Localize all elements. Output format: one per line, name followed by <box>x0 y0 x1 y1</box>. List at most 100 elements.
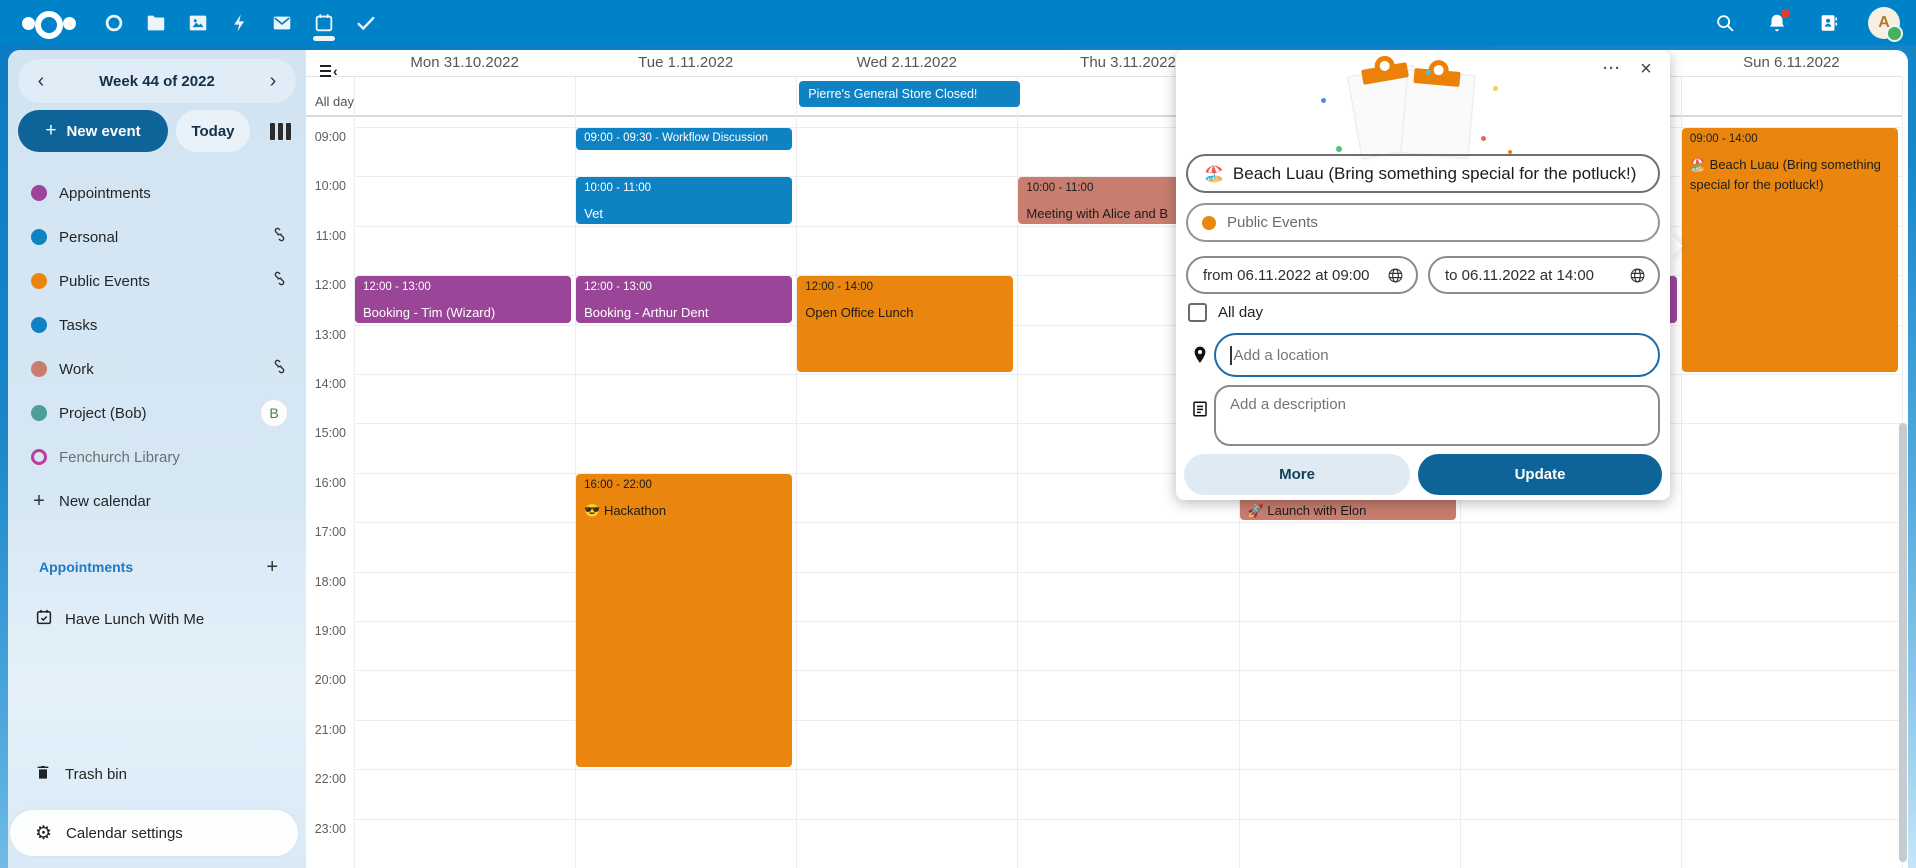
calendar-name: Work <box>59 360 94 378</box>
time-label: 17:00 <box>314 525 346 540</box>
files-icon[interactable] <box>144 3 168 43</box>
calendar-row-extras: B <box>260 399 288 427</box>
hour-gridline <box>354 127 1902 128</box>
new-calendar-label: New calendar <box>59 492 151 510</box>
grid-view-menu-icon[interactable]: ‹ <box>320 62 344 80</box>
location-placeholder: Add a location <box>1233 346 1329 364</box>
close-icon[interactable]: × <box>1640 58 1652 80</box>
next-week-button[interactable]: › <box>269 69 277 92</box>
calendar-app-icon[interactable] <box>312 3 336 43</box>
event-title: Open Office Lunch <box>805 305 914 321</box>
add-appointment-config-button[interactable]: + <box>266 555 278 578</box>
event[interactable]: 12:00 - 13:00 Booking - Arthur Dent <box>576 276 793 323</box>
hour-gridline <box>354 275 1902 277</box>
previous-week-button[interactable]: ‹ <box>37 69 45 92</box>
time-label: 10:00 <box>314 179 346 194</box>
end-datetime-field[interactable]: to 06.11.2022 at 14:00 <box>1428 256 1660 294</box>
calendar-color-dot <box>31 317 47 333</box>
view-mode-icon[interactable] <box>270 122 291 140</box>
end-datetime-value: to 06.11.2022 at 14:00 <box>1445 266 1595 284</box>
timezone-globe-icon[interactable] <box>1387 267 1404 284</box>
timezone-globe-icon[interactable] <box>1629 267 1646 284</box>
hour-gridline <box>354 225 1902 227</box>
appointment-config-item[interactable]: Have Lunch With Me <box>8 597 306 641</box>
day-header: Mon 31.10.2022 <box>410 54 519 71</box>
allday-divider <box>306 115 1902 117</box>
new-event-button[interactable]: + New event <box>18 110 168 152</box>
calendar-settings-button[interactable]: ⚙ Calendar settings <box>10 810 298 856</box>
event-title-input[interactable]: 🏖️ Beach Luau (Bring something special f… <box>1186 154 1660 193</box>
calendar-name: Project (Bob) <box>59 404 147 422</box>
more-options-icon[interactable]: ··· <box>1603 60 1621 77</box>
trash-bin-label: Trash bin <box>65 765 127 783</box>
hour-gridline <box>354 472 1902 474</box>
hour-gridline <box>354 818 1902 820</box>
time-label: 16:00 <box>314 475 346 490</box>
week-label[interactable]: Week 44 of 2022 <box>99 72 215 90</box>
user-avatar[interactable]: A <box>1868 6 1903 42</box>
sidebar-calendar-item[interactable]: Work <box>8 347 306 391</box>
calendar-color-dot <box>31 229 47 245</box>
sidebar-calendar-item[interactable]: Appointments <box>8 171 306 215</box>
calendar-row-extras <box>271 358 288 380</box>
location-input[interactable]: Add a location <box>1214 333 1660 377</box>
time-label: 13:00 <box>314 327 346 342</box>
new-calendar-button[interactable]: + New calendar <box>8 479 306 523</box>
hour-gridline <box>354 670 1902 672</box>
event[interactable]: 16:00 - 22:00 😎 Hackathon <box>576 473 793 768</box>
event-title: 🚀 Launch with Elon <box>1247 502 1367 518</box>
hour-gridline <box>354 176 1902 178</box>
time-label: 18:00 <box>314 574 346 589</box>
event-illustration <box>1176 58 1670 160</box>
activity-icon[interactable] <box>228 3 252 43</box>
event-time: 10:00 - 11:00 <box>584 182 652 195</box>
new-event-label: New event <box>66 122 141 140</box>
sidebar-calendar-item[interactable]: Personal <box>8 215 306 259</box>
notifications-bell-icon[interactable] <box>1764 3 1790 43</box>
trash-bin-button[interactable]: Trash bin <box>8 752 306 796</box>
week-navigation: ‹ Week 44 of 2022 › <box>18 59 296 103</box>
allday-event[interactable]: Pierre's General Store Closed! <box>799 81 1021 107</box>
event-time: 12:00 - 13:00 <box>363 281 431 294</box>
allday-checkbox[interactable] <box>1188 302 1207 322</box>
vertical-scrollbar[interactable] <box>1899 423 1907 862</box>
column-divider <box>1017 77 1019 868</box>
sidebar-calendar-item[interactable]: Project (Bob) B <box>8 391 306 435</box>
event[interactable]: 12:00 - 13:00 Booking - Tim (Wizard) <box>355 276 572 323</box>
calendar-row-extras <box>271 270 288 292</box>
sidebar: ‹ Week 44 of 2022 › + New event Today Ap… <box>8 50 306 868</box>
beach-emoji: 🏖️ <box>1204 165 1224 183</box>
today-button[interactable]: Today <box>176 110 250 152</box>
time-label: 20:00 <box>314 673 346 688</box>
allday-row-label: All day <box>314 94 354 109</box>
photos-icon[interactable] <box>186 3 210 43</box>
calendar-select[interactable]: Public Events <box>1186 203 1660 242</box>
more-button[interactable]: More <box>1184 454 1410 495</box>
sidebar-calendar-item[interactable]: Public Events <box>8 259 306 303</box>
calendar-color-dot <box>31 449 47 465</box>
mail-icon[interactable] <box>270 3 294 43</box>
contacts-menu-icon[interactable] <box>1816 3 1842 43</box>
start-datetime-field[interactable]: from 06.11.2022 at 09:00 <box>1186 256 1418 294</box>
description-input[interactable]: Add a description <box>1214 385 1660 446</box>
calendar-name: Fenchurch Library <box>59 448 180 466</box>
event[interactable]: 10:00 - 11:00 Vet <box>576 177 793 224</box>
time-label: 23:00 <box>314 821 346 836</box>
tasks-icon[interactable] <box>354 3 378 43</box>
hour-gridline <box>354 522 1902 524</box>
sidebar-calendar-item[interactable]: Fenchurch Library <box>8 435 306 479</box>
time-label: 12:00 <box>314 278 346 293</box>
dashboard-icon[interactable] <box>102 3 126 43</box>
hour-gridline <box>354 571 1902 573</box>
nextcloud-logo[interactable] <box>22 8 80 39</box>
plus-icon: + <box>33 489 45 512</box>
update-button[interactable]: Update <box>1418 454 1662 495</box>
plus-icon: + <box>45 120 57 141</box>
event[interactable]: 09:00 - 09:30 - Workflow Discussion <box>576 128 793 150</box>
search-icon[interactable] <box>1712 3 1738 43</box>
event[interactable]: 09:00 - 14:00 🏖️ Beach Luau (Bring someth… <box>1681 128 1898 372</box>
text-cursor <box>1230 345 1232 365</box>
event[interactable]: 12:00 - 14:00 Open Office Lunch <box>797 276 1014 372</box>
calendar-select-value: Public Events <box>1227 214 1318 231</box>
sidebar-calendar-item[interactable]: Tasks <box>8 303 306 347</box>
